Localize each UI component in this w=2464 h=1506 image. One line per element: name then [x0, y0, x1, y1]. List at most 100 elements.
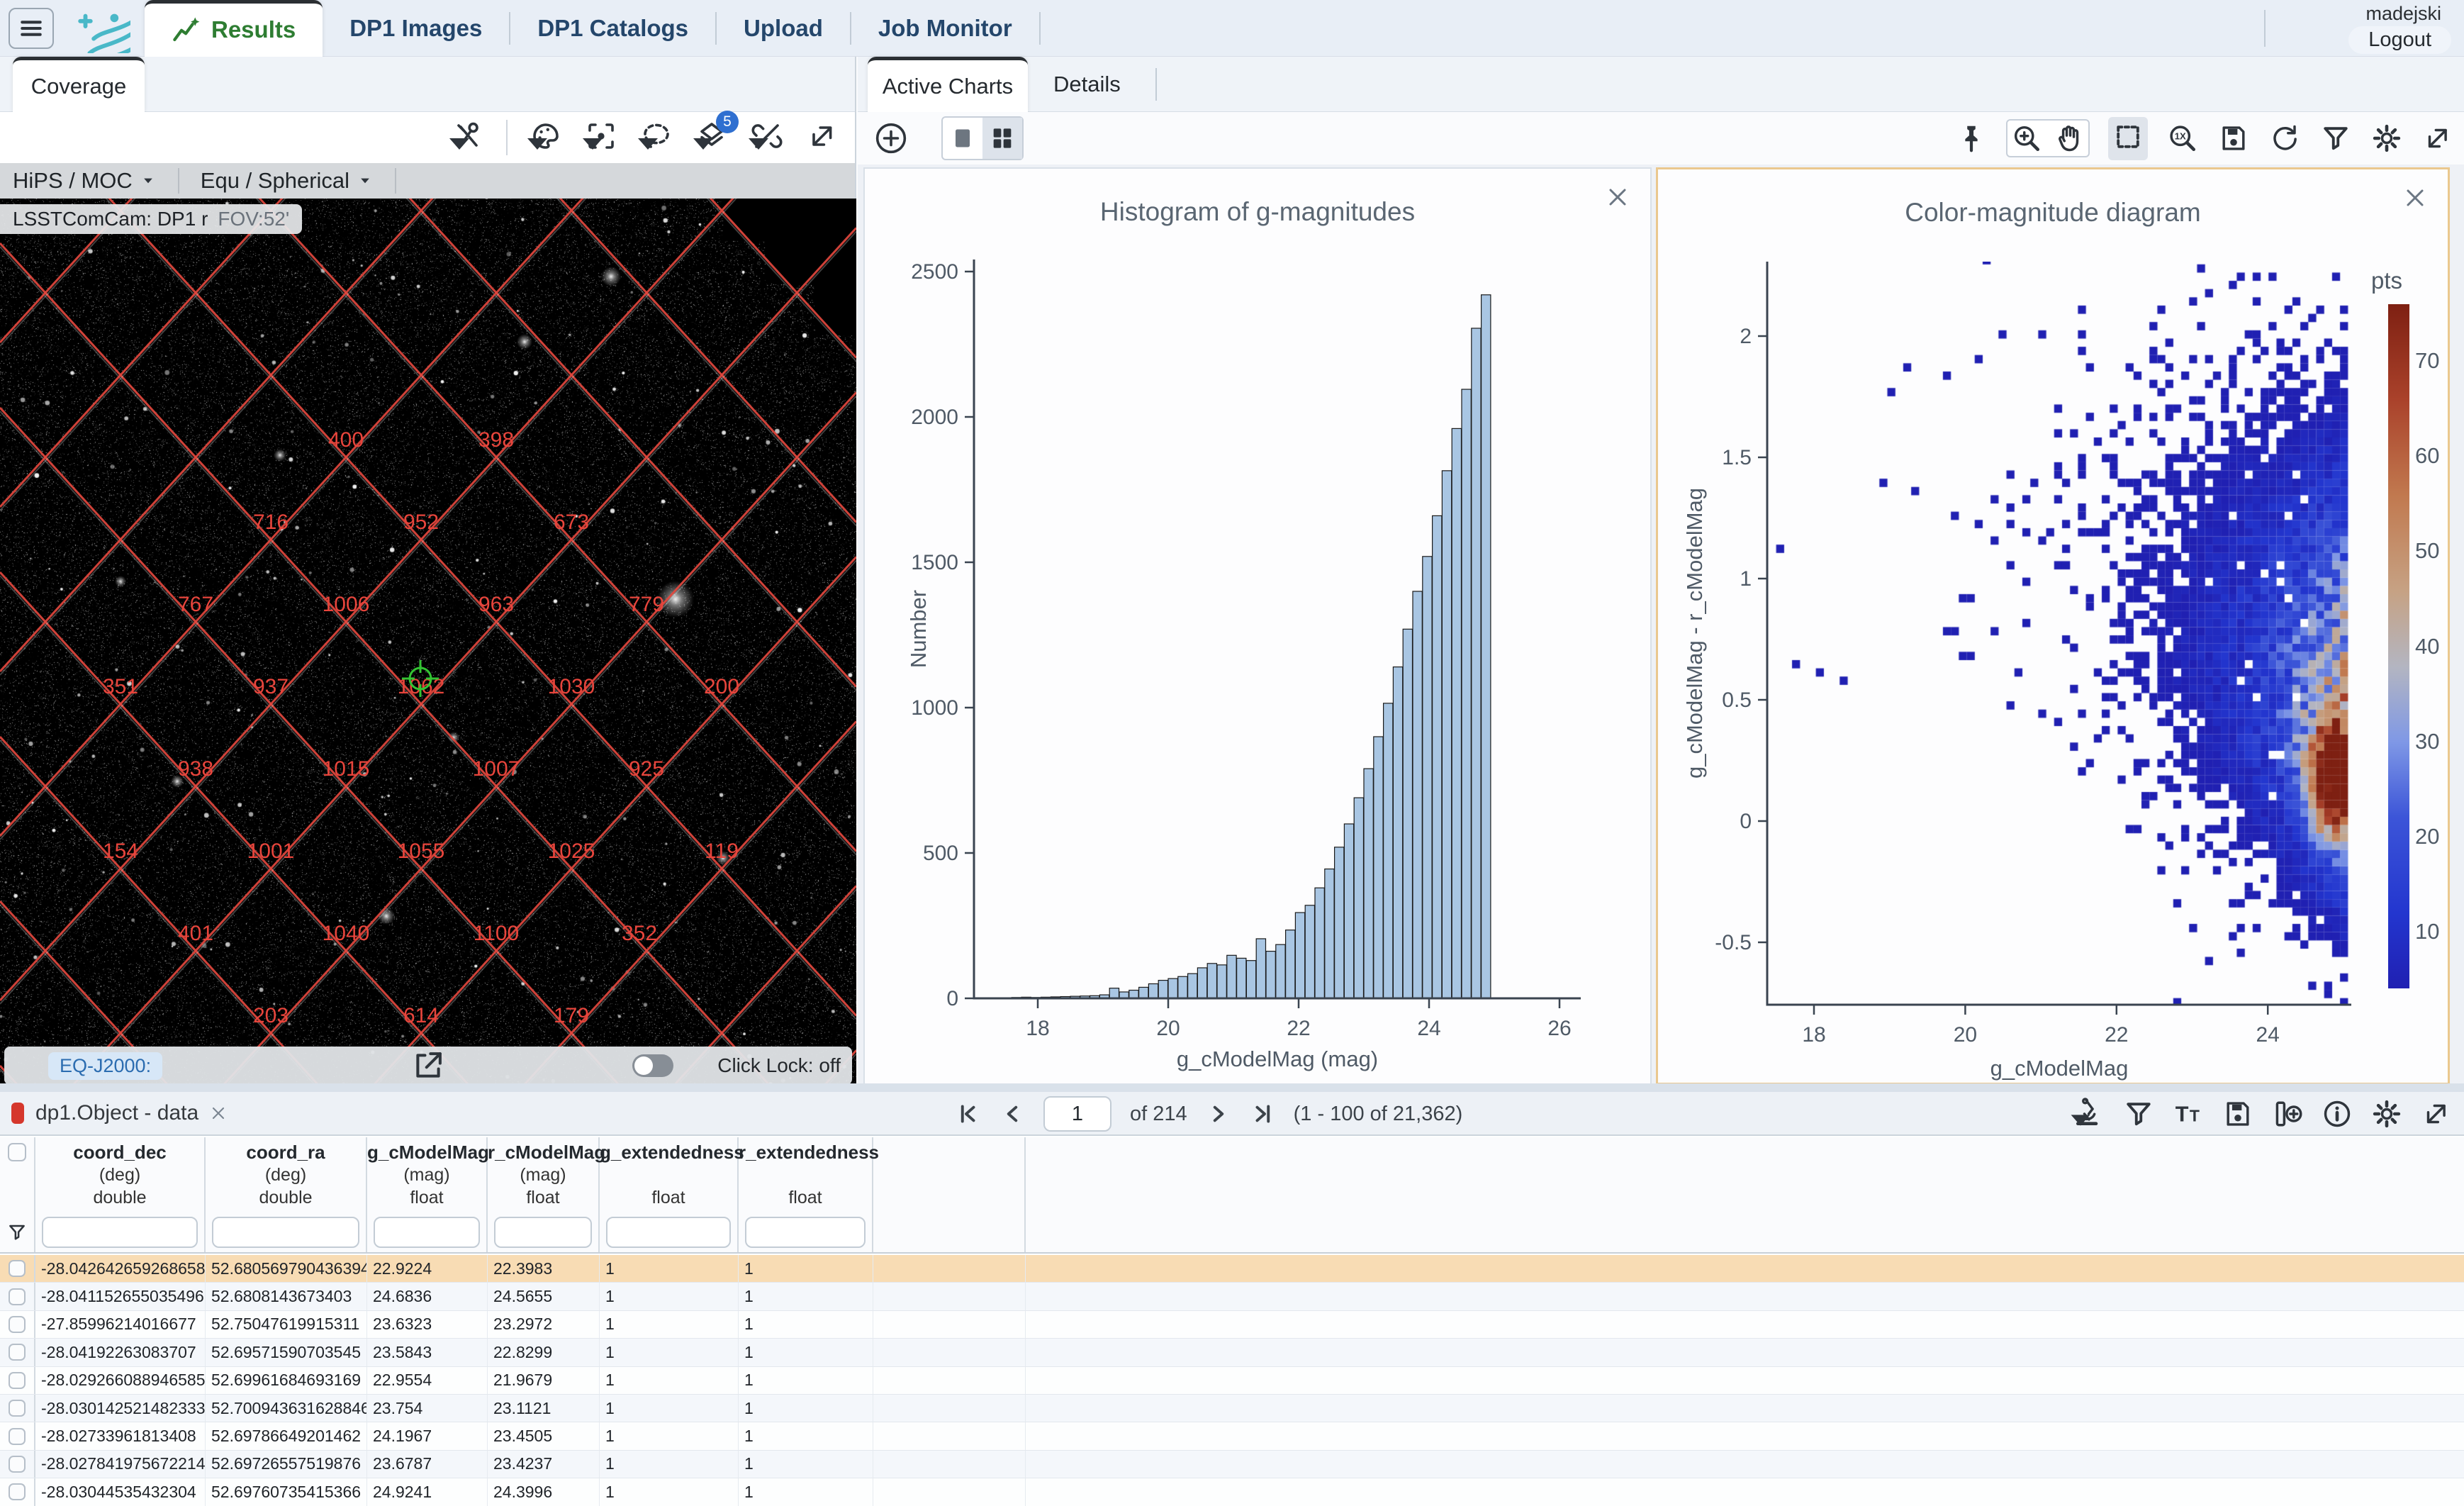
grid-view-button[interactable] — [982, 118, 1022, 159]
recenter-button[interactable] — [584, 119, 618, 157]
tab-dp1-catalogs[interactable]: DP1 Catalogs — [510, 0, 715, 57]
moc-grid-overlay: 4003987169526737671006963779351937106210… — [0, 199, 856, 1091]
box-select-button[interactable] — [2108, 117, 2148, 160]
heatmap-chart-card[interactable]: Color-magnitude diagram -0.500.511.52182… — [1656, 167, 2450, 1085]
coverage-sky-view[interactable]: 4003987169526737671006963779351937106210… — [0, 199, 856, 1091]
column-header-r_extendedness[interactable]: r_extendednessfloat — [739, 1137, 873, 1212]
row-checkbox[interactable] — [9, 1316, 26, 1333]
logout-button[interactable]: Logout — [2348, 26, 2451, 54]
save-table-icon[interactable] — [2222, 1098, 2254, 1130]
table-info-icon[interactable] — [2321, 1098, 2353, 1130]
expand-charts-icon[interactable] — [2421, 122, 2454, 155]
filter-input-g_extendedness[interactable] — [606, 1217, 731, 1248]
unlink-button[interactable] — [750, 119, 784, 157]
table-tab-label[interactable]: dp1.Object - data — [35, 1101, 198, 1125]
table-row[interactable]: -28.02784197567221452.6972655751987623.6… — [0, 1451, 2464, 1478]
layers-button[interactable]: 5 — [695, 119, 729, 157]
table-row[interactable]: -28.02926608894658552.6996168469316922.9… — [0, 1367, 2464, 1395]
filter-input-r_cModelMag[interactable] — [494, 1217, 592, 1248]
pan-icon[interactable] — [2053, 122, 2085, 155]
column-header-g_cModelMag[interactable]: g_cModelMag(mag)float — [367, 1137, 488, 1212]
menu-button[interactable] — [9, 8, 54, 49]
tab-results[interactable]: Results — [145, 0, 323, 57]
expand-coverage-button[interactable] — [805, 119, 839, 157]
last-page-button[interactable] — [1250, 1101, 1275, 1127]
row-checkbox[interactable] — [9, 1428, 26, 1445]
add-column-icon[interactable] — [2271, 1098, 2304, 1130]
zoom-in-icon[interactable] — [2010, 122, 2043, 155]
row-checkbox[interactable] — [9, 1483, 26, 1500]
filter-table-icon[interactable] — [2122, 1098, 2155, 1130]
column-header-g_extendedness[interactable]: g_extendednessfloat — [600, 1137, 739, 1212]
column-header-coord_dec[interactable]: coord_dec(deg)double — [35, 1137, 206, 1212]
popout-icon[interactable] — [14, 1053, 40, 1078]
chevron-down-icon[interactable] — [140, 174, 157, 188]
tools-button[interactable] — [451, 119, 485, 157]
table-row[interactable]: -28.0273396181340852.6978664920146224.19… — [0, 1422, 2464, 1450]
restore-chart-icon[interactable] — [2268, 122, 2301, 155]
filter-input-coord_dec[interactable] — [42, 1217, 198, 1248]
table-row[interactable]: -28.0304453543230452.6976073541536624.92… — [0, 1478, 2464, 1506]
inspect-button[interactable] — [2073, 1096, 2105, 1132]
app-logo-icon[interactable] — [65, 4, 130, 53]
close-table-icon[interactable] — [208, 1103, 228, 1123]
cell-coord_ra: 52.75047619915311 — [206, 1311, 367, 1338]
table-row[interactable]: -28.04115265503549652.680814367340324.68… — [0, 1283, 2464, 1310]
color-button[interactable] — [529, 119, 563, 157]
add-chart-icon[interactable] — [872, 119, 910, 157]
options-divider — [178, 168, 179, 194]
save-chart-icon[interactable] — [2217, 122, 2250, 155]
coverage-options-bar: HiPS / MOC Equ / Spherical — [0, 163, 855, 199]
pin-chart-icon[interactable] — [1955, 122, 1988, 155]
filter-input-g_cModelMag[interactable] — [374, 1217, 480, 1248]
filter-chart-icon[interactable] — [2319, 122, 2352, 155]
table-body: -28.04264265926865852.68056979043639422.… — [0, 1255, 2464, 1506]
click-lock-toggle[interactable] — [632, 1054, 673, 1077]
table-row[interactable]: -28.03014252148233352.70094363162884623.… — [0, 1395, 2464, 1422]
single-view-button[interactable] — [943, 118, 982, 159]
text-view-icon[interactable]: TT — [2172, 1098, 2205, 1130]
row-checkbox[interactable] — [9, 1260, 26, 1277]
select-all-checkbox[interactable] — [8, 1143, 26, 1161]
tab-coverage[interactable]: Coverage — [13, 57, 145, 112]
chevron-down-icon[interactable] — [357, 174, 374, 188]
histogram-chart-card[interactable]: Histogram of g-magnitudes 05001000150020… — [863, 167, 1652, 1085]
filter-input-coord_ra[interactable] — [212, 1217, 359, 1248]
table-row[interactable]: -27.8599621401667752.7504761991531123.63… — [0, 1311, 2464, 1339]
svg-text:1X: 1X — [2175, 131, 2186, 142]
column-header-r_cModelMag[interactable]: r_cModelMag(mag)float — [488, 1137, 600, 1212]
panel-divider[interactable] — [0, 1083, 2464, 1092]
hips-moc-dropdown[interactable]: HiPS / MOC — [13, 168, 133, 194]
row-checkbox[interactable] — [9, 1288, 26, 1305]
tab-details[interactable]: Details — [1053, 57, 1121, 112]
row-checkbox[interactable] — [9, 1456, 26, 1473]
prev-page-button[interactable] — [999, 1101, 1025, 1127]
row-checkbox[interactable] — [9, 1372, 26, 1389]
colorbar-tick-label: 10 — [2415, 919, 2439, 944]
row-checkbox[interactable] — [9, 1344, 26, 1361]
cell-r_extendedness: 1 — [739, 1367, 873, 1394]
next-page-button[interactable] — [1206, 1101, 1231, 1127]
zoom-reset-icon[interactable]: 1X — [2166, 122, 2199, 155]
chart-settings-icon[interactable] — [2370, 122, 2403, 155]
table-row[interactable]: -28.0419226308370752.6957159070354523.58… — [0, 1339, 2464, 1366]
tab-upload[interactable]: Upload — [717, 0, 850, 57]
tab-job-monitor[interactable]: Job Monitor — [851, 0, 1039, 57]
first-page-button[interactable] — [956, 1101, 981, 1127]
select-region-button[interactable] — [639, 119, 673, 157]
cell-r_extendedness: 1 — [739, 1255, 873, 1282]
filter-input-r_extendedness[interactable] — [745, 1217, 866, 1248]
svg-text:24: 24 — [2256, 1023, 2280, 1047]
table-row[interactable]: -28.04264265926865852.68056979043639422.… — [0, 1255, 2464, 1283]
chevron-down-icon — [2064, 1104, 2097, 1137]
histogram-plot[interactable]: 050010001500200025001820222426Numberg_cM… — [865, 169, 1650, 1083]
tab-active-charts[interactable]: Active Charts — [868, 57, 1028, 112]
page-input[interactable] — [1043, 1096, 1111, 1132]
tab-dp1-images[interactable]: DP1 Images — [323, 0, 509, 57]
table-settings-icon[interactable] — [2370, 1098, 2403, 1130]
column-header-coord_ra[interactable]: coord_ra(deg)double — [206, 1137, 367, 1212]
expand-table-icon[interactable] — [2420, 1098, 2453, 1130]
projection-dropdown[interactable]: Equ / Spherical — [201, 168, 349, 194]
row-checkbox[interactable] — [9, 1400, 26, 1417]
grid-cell-label: 1025 — [548, 840, 595, 863]
